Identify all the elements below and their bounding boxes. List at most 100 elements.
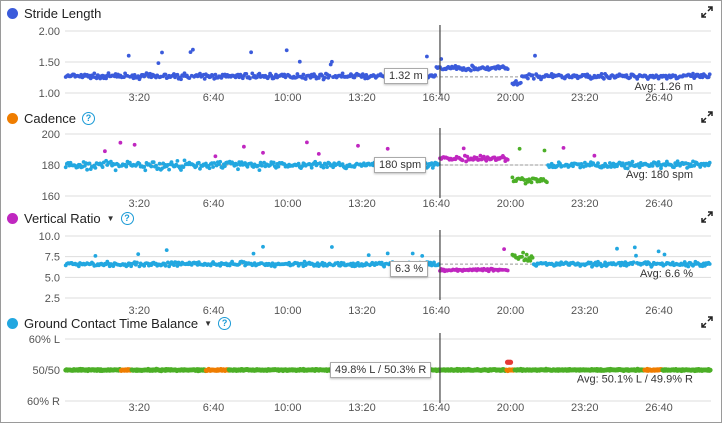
data-point [330, 59, 334, 64]
data-point [502, 247, 506, 251]
data-point [172, 263, 176, 267]
data-point [356, 143, 360, 148]
data-point [103, 149, 107, 154]
data-point [558, 161, 562, 166]
data-point [259, 163, 264, 168]
data-point [236, 167, 240, 172]
x-tick-label: 16:40 [422, 92, 450, 103]
data-point [631, 260, 636, 265]
data-point [599, 72, 604, 76]
y-tick-label: 2.5 [45, 293, 60, 305]
expand-icon[interactable] [701, 111, 713, 123]
x-tick-label: 23:20 [571, 402, 599, 414]
data-point [305, 140, 309, 145]
data-point [223, 164, 227, 168]
data-point [545, 180, 549, 185]
x-tick-label: 26:40 [645, 198, 673, 210]
x-tick-label: 3:20 [129, 198, 150, 210]
x-tick-label: 26:40 [645, 92, 673, 103]
y-tick-label: 160 [42, 191, 60, 203]
x-tick-label: 13:20 [348, 198, 376, 210]
data-point [351, 261, 356, 266]
data-point [528, 258, 533, 263]
average-label: Avg: 50.1% L / 49.9% R [577, 374, 693, 386]
data-point [505, 67, 510, 71]
data-point [385, 146, 390, 151]
stride-length-tooltip: 1.32 m [384, 68, 428, 84]
y-tick-label: 5.0 [45, 272, 60, 284]
x-tick-label: 23:20 [571, 305, 599, 317]
data-point [632, 245, 637, 250]
data-point [296, 161, 301, 166]
cadence-chart[interactable]: 200 180 160 3:20 6:40 10:00 13:20 16:40 20:00 23:… [1, 126, 721, 210]
help-icon[interactable]: ? [82, 111, 96, 125]
data-point [212, 161, 217, 165]
expand-icon[interactable] [701, 211, 713, 223]
average-label: Avg: 180 spm [626, 169, 693, 181]
data-point [284, 48, 289, 53]
data-point [364, 73, 369, 77]
expand-icon[interactable] [701, 6, 713, 18]
data-point [433, 73, 438, 77]
data-point [656, 249, 661, 254]
help-icon[interactable]: ? [218, 316, 232, 330]
data-point [283, 75, 288, 80]
y-tick-label: 50/50 [32, 365, 60, 377]
data-point [167, 167, 172, 172]
data-point [524, 252, 529, 257]
y-tick-label: 1.50 [39, 57, 60, 69]
x-tick-label: 10:00 [274, 305, 302, 317]
data-point [625, 166, 630, 171]
data-point [269, 73, 274, 78]
data-point [526, 76, 530, 81]
data-point [256, 163, 261, 168]
data-point [520, 254, 524, 259]
help-icon[interactable]: ? [120, 211, 134, 225]
x-tick-label: 3:20 [129, 402, 150, 414]
data-point [596, 161, 600, 165]
data-point [207, 166, 212, 171]
x-tick-label: 16:40 [422, 198, 450, 210]
average-label: Avg: 6.6 % [640, 268, 693, 280]
data-point [157, 161, 162, 166]
data-point [425, 54, 429, 59]
data-point [234, 162, 239, 167]
data-point [169, 160, 174, 164]
x-tick-label: 3:20 [129, 92, 150, 103]
data-point [149, 164, 154, 169]
x-tick-label: 10:00 [274, 402, 302, 414]
data-point [325, 165, 329, 169]
data-point [707, 72, 712, 77]
y-tick-label: 180 [42, 160, 60, 172]
x-tick-label: 3:20 [129, 305, 150, 317]
data-point [188, 50, 193, 54]
dropdown-caret-icon[interactable]: ▼ [204, 318, 213, 328]
data-point [276, 164, 281, 169]
x-tick-label: 13:20 [348, 92, 376, 103]
data-point [505, 268, 510, 273]
data-point [109, 159, 113, 164]
data-point [87, 161, 92, 166]
panel-title-gct-balance: Ground Contact Time Balance ▼ ? [7, 313, 232, 333]
y-tick-label: 7.5 [45, 252, 60, 264]
data-point [187, 76, 192, 80]
panel-stride-length: Stride Length 2.00 1.50 1.00 3:20 6:40 10:00 1… [1, 3, 721, 103]
data-point [698, 165, 703, 169]
stride-length-chart[interactable]: 2.00 1.50 1.00 3:20 6:40 10:00 13:20 16:40 20:00… [1, 23, 721, 103]
data-point [662, 252, 667, 257]
data-point [309, 165, 314, 170]
data-point [517, 146, 522, 151]
x-tick-label: 20:00 [497, 92, 525, 103]
data-point [530, 255, 535, 260]
data-point [63, 165, 68, 170]
data-point [124, 164, 129, 169]
data-point [249, 50, 254, 55]
x-tick-label: 26:40 [645, 402, 673, 414]
data-point [111, 264, 116, 268]
dropdown-caret-icon[interactable]: ▼ [106, 213, 115, 223]
expand-icon[interactable] [701, 316, 713, 328]
data-point [142, 164, 147, 169]
data-point [126, 53, 131, 58]
data-point [410, 251, 415, 256]
vertical-ratio-chart[interactable]: 10.0 7.5 5.0 2.5 3:20 6:40 10:00 13:20 16:40 20:0… [1, 228, 721, 320]
